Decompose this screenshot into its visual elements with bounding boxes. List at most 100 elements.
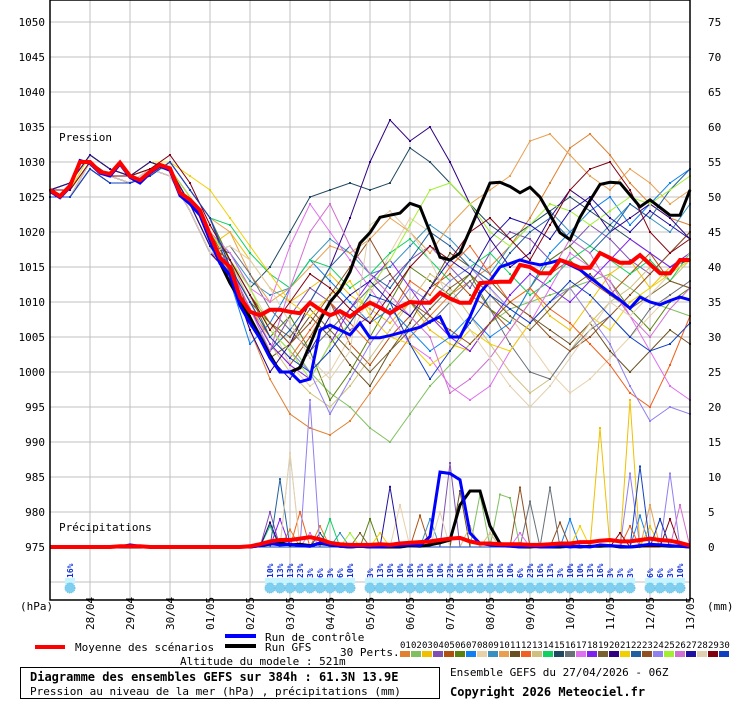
left-tick-label: 995: [25, 401, 45, 414]
pert-pressure-point: [349, 287, 351, 289]
pert-pressure-point: [329, 287, 331, 289]
main-lines: [48, 158, 692, 549]
pert-pressure-point: [329, 406, 331, 408]
snow-band: [325, 578, 335, 584]
pert-pressure-point: [649, 336, 651, 338]
pert-pressure-point: [489, 224, 491, 226]
pert-pressure-point: [489, 385, 491, 387]
pert-legend-swatch: [466, 651, 476, 657]
snow-probability-label: 10%: [346, 563, 355, 578]
pert-pressure-point: [669, 406, 671, 408]
pert-pressure-point: [529, 252, 531, 254]
gfs-legend-label: Run GFS: [265, 641, 311, 654]
snow-band: [645, 578, 655, 584]
pert-pressure-point: [289, 301, 291, 303]
pert-pressure-point: [429, 287, 431, 289]
pert-pressure-point: [369, 385, 371, 387]
pert-pressure-point: [649, 266, 651, 268]
snowflake-icon: [594, 582, 606, 594]
pert-pressure-point: [389, 441, 391, 443]
snow-probability-label: 10%: [436, 563, 445, 578]
pert-precip-point: [519, 486, 521, 489]
snow-probability-label: 13%: [486, 563, 495, 578]
pert-pressure-point: [249, 259, 251, 261]
pert-pressure-point: [349, 378, 351, 380]
pert-pressure-point: [649, 315, 651, 317]
pert-pressure-point: [509, 294, 511, 296]
pert-legend-swatch: [565, 651, 575, 657]
pert-pressure-point: [469, 294, 471, 296]
snow-probability-label: 13%: [546, 563, 555, 578]
pert-precip-point: [619, 532, 621, 534]
snow-probability-label: 3%: [606, 568, 615, 578]
pert-pressure-point: [489, 252, 491, 254]
snowflake-icon: [504, 582, 516, 594]
snow-probability-label: 13%: [276, 563, 285, 578]
snowflake-icon: [544, 582, 556, 594]
snowflake-icon: [614, 582, 626, 594]
right-tick-label: 0: [708, 541, 715, 554]
pert-pressure-point: [529, 259, 531, 261]
pert-pressure-point: [329, 378, 331, 380]
pert-pressure-point: [309, 266, 311, 268]
pert-legend-number: 21: [620, 641, 631, 651]
snow-band: [315, 578, 325, 584]
pert-pressure-point: [289, 343, 291, 345]
precip-label: Précipitations: [59, 521, 152, 534]
pert-precip-point: [269, 521, 271, 524]
date-label: 09/05: [524, 597, 537, 630]
pert-pressure-point: [609, 357, 611, 359]
pert-precip-point: [439, 511, 441, 513]
pert-legend-number: 06: [455, 641, 466, 651]
snow-band: [515, 578, 525, 584]
pert-pressure-point: [509, 308, 511, 310]
pert-pressure-point: [549, 224, 551, 226]
snow-band: [575, 578, 585, 584]
pert-pressure-point: [329, 350, 331, 352]
snow-band: [345, 578, 355, 584]
snowflake-icon: [264, 582, 276, 594]
pert-precip-point: [299, 511, 301, 513]
pert-pressure-point: [369, 287, 371, 289]
pert-pressure-point: [269, 329, 271, 331]
pert-legend-swatch: [675, 651, 685, 657]
pert-pressure-point: [449, 224, 451, 226]
snow-probability-label: 10%: [396, 563, 405, 578]
pert-pressure-point: [429, 294, 431, 296]
pert-pressure-point: [309, 203, 311, 205]
pert-pressure-point: [549, 329, 551, 331]
pert-pressure-point: [369, 343, 371, 345]
pert-pressure-point: [349, 385, 351, 387]
snowflake-icon: [474, 582, 486, 594]
pert-pressure-point: [469, 259, 471, 261]
pert-pressure-point: [389, 280, 391, 282]
pert-pressure-point: [409, 259, 411, 261]
pert-pressure-point: [129, 182, 131, 184]
pert-pressure-point: [609, 217, 611, 219]
pert-legend-number: 18: [587, 641, 598, 651]
pert-pressure-point: [369, 161, 371, 163]
snow-band: [605, 578, 615, 584]
pert-pressure-point: [409, 147, 411, 149]
pert-pressure-point: [529, 231, 531, 233]
pert-pressure-point: [409, 287, 411, 289]
pert-pressure-point: [569, 154, 571, 156]
right-tick-label: 35: [708, 296, 721, 309]
pert-pressure-point: [369, 315, 371, 317]
pert-precip-point: [449, 462, 451, 464]
pert-pressure-point: [349, 322, 351, 324]
pert-pressure-point: [289, 357, 291, 359]
pert-pressure-point: [189, 210, 191, 212]
pert-pressure-point: [569, 350, 571, 352]
pert-pressure-point: [309, 259, 311, 261]
pert-pressure-point: [549, 133, 551, 135]
pert-pressure-point: [509, 245, 511, 247]
snowflake-icon: [584, 582, 596, 594]
right-tick-label: 75: [708, 16, 721, 29]
pert-pressure-point: [289, 322, 291, 324]
pert-legend-number: 07: [466, 641, 477, 651]
control-legend-swatch: [225, 634, 256, 638]
snow-probability-label: 16%: [596, 563, 605, 578]
pert-pressure-point: [649, 420, 651, 422]
snow-band: [465, 578, 475, 584]
